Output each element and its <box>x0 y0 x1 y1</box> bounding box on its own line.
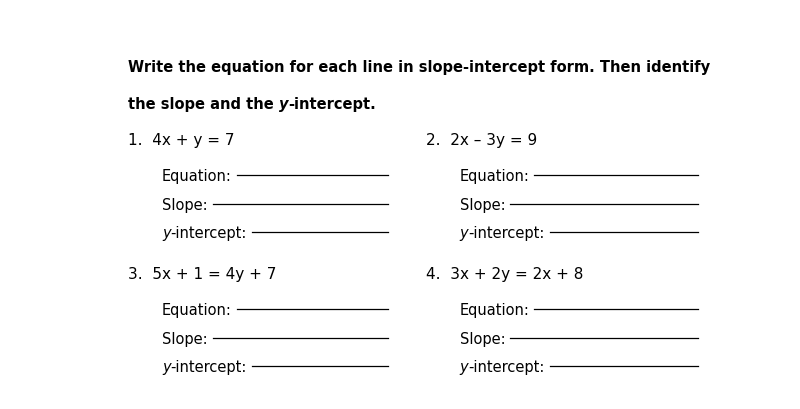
Text: -intercept:: -intercept: <box>170 359 247 374</box>
Text: -intercept.: -intercept. <box>288 97 376 111</box>
Text: Slope:: Slope: <box>459 331 506 346</box>
Text: 3.  5x + 1 = 4y + 7: 3. 5x + 1 = 4y + 7 <box>128 266 276 281</box>
Text: Equation:: Equation: <box>459 303 530 317</box>
Text: the slope and the: the slope and the <box>128 97 278 111</box>
Text: Slope:: Slope: <box>459 197 506 212</box>
Text: Equation:: Equation: <box>459 169 530 184</box>
Text: Equation:: Equation: <box>162 169 232 184</box>
Text: 1.  4x + y = 7: 1. 4x + y = 7 <box>128 133 234 148</box>
Text: y: y <box>162 359 170 374</box>
Text: 4.  3x + 2y = 2x + 8: 4. 3x + 2y = 2x + 8 <box>426 266 583 281</box>
Text: Slope:: Slope: <box>162 197 208 212</box>
Text: Equation:: Equation: <box>162 303 232 317</box>
Text: 2.  2x – 3y = 9: 2. 2x – 3y = 9 <box>426 133 537 148</box>
Text: y: y <box>459 225 468 240</box>
Text: -intercept:: -intercept: <box>468 359 545 374</box>
Text: Slope:: Slope: <box>162 331 208 346</box>
Text: -intercept:: -intercept: <box>170 225 247 240</box>
Text: -intercept:: -intercept: <box>468 225 545 240</box>
Text: y: y <box>162 225 170 240</box>
Text: y: y <box>278 97 288 111</box>
Text: Write the equation for each line in slope-intercept form. Then identify: Write the equation for each line in slop… <box>128 60 710 75</box>
Text: y: y <box>459 359 468 374</box>
